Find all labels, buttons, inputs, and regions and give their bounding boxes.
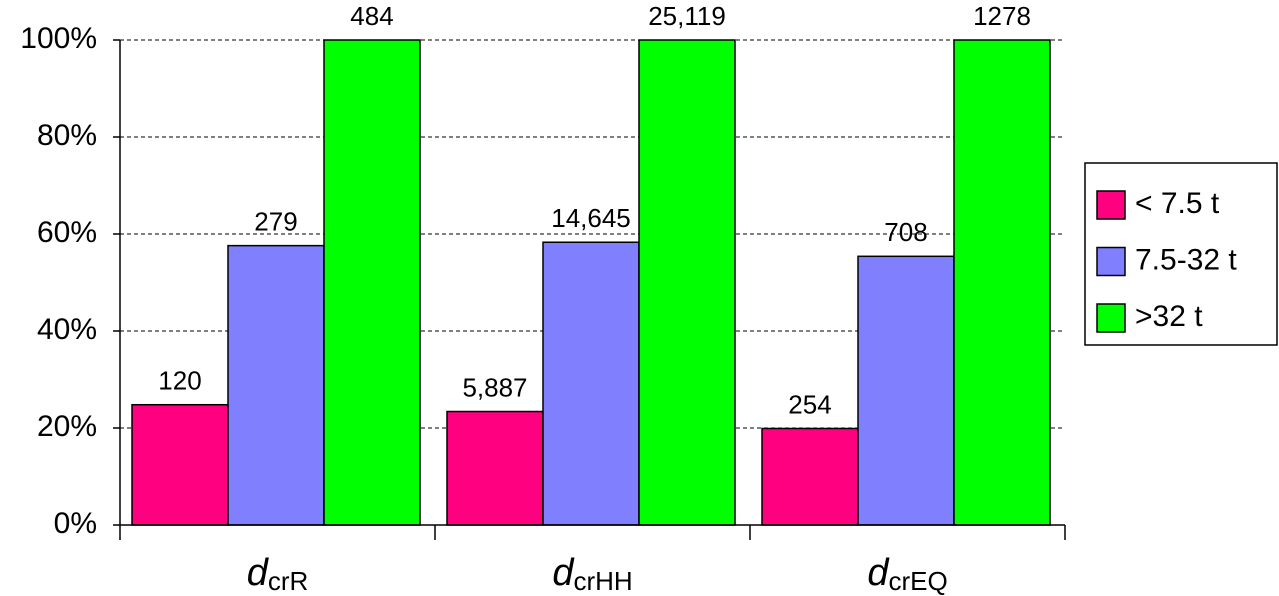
- data-label: 5,887: [462, 372, 527, 402]
- data-label: 279: [254, 207, 297, 237]
- legend-swatch: [1096, 190, 1126, 220]
- category-base: d: [247, 552, 270, 594]
- bar: [953, 39, 1051, 526]
- bar: [857, 255, 955, 526]
- bar: [761, 427, 859, 526]
- y-tick-label: 80%: [37, 119, 97, 152]
- x-tick-label: dcrEQ: [867, 552, 947, 596]
- bar: [131, 403, 229, 526]
- x-tick-label: dcrR: [247, 552, 309, 596]
- bar: [542, 241, 640, 526]
- data-label: 14,645: [551, 203, 631, 233]
- data-label: 120: [158, 366, 201, 396]
- legend-label: >32 t: [1135, 300, 1203, 333]
- x-tick-label: dcrHH: [552, 552, 632, 596]
- y-tick-label: 100%: [20, 22, 97, 55]
- bar: [323, 39, 421, 526]
- data-label: 484: [350, 1, 393, 31]
- category-base: d: [552, 552, 575, 594]
- y-tick-label: 20%: [37, 410, 97, 443]
- category-sub: crEQ: [888, 566, 947, 596]
- y-tick-label: 0%: [54, 507, 97, 540]
- category-sub: crHH: [573, 566, 632, 596]
- data-label: 708: [884, 217, 927, 247]
- legend-swatch: [1096, 303, 1126, 333]
- y-tick-label: 40%: [37, 313, 97, 346]
- legend-swatch: [1096, 246, 1126, 277]
- data-label: 25,119: [648, 1, 726, 31]
- category-sub: crR: [268, 566, 308, 596]
- data-label: 1278: [973, 1, 1031, 31]
- bar: [446, 410, 544, 526]
- bar: [227, 244, 325, 526]
- legend-label: < 7.5 t: [1135, 187, 1220, 220]
- y-tick-label: 60%: [37, 216, 97, 249]
- bar: [638, 39, 736, 526]
- category-base: d: [867, 552, 890, 594]
- legend-label: 7.5-32 t: [1135, 243, 1237, 276]
- data-label: 254: [788, 389, 831, 419]
